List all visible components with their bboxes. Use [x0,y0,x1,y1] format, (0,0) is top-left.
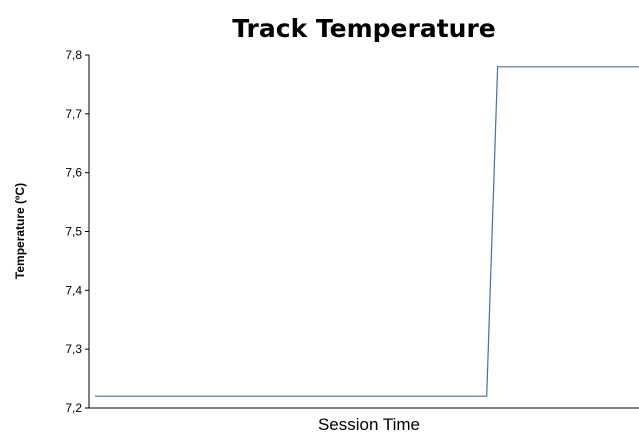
y-tick-label: 7,5 [65,225,82,239]
y-tick-label: 7,8 [65,48,82,62]
y-tick-label: 7,4 [65,283,82,297]
series-layer [95,66,639,397]
y-tick-label: 7,6 [65,166,82,180]
series-line-0 [95,66,639,397]
chart-title: Track Temperature [232,14,495,43]
y-axis-ticks: 7,8 7,7 7,6 7,5 7,4 7,3 7,2 [65,48,89,415]
y-tick-label: 7,7 [65,107,82,121]
x-axis-label: Session Time [318,415,420,433]
y-tick-label: 7,2 [65,401,82,415]
y-tick-label: 7,3 [65,342,82,356]
y-axis-label: Temperature (ºC) [13,183,27,279]
